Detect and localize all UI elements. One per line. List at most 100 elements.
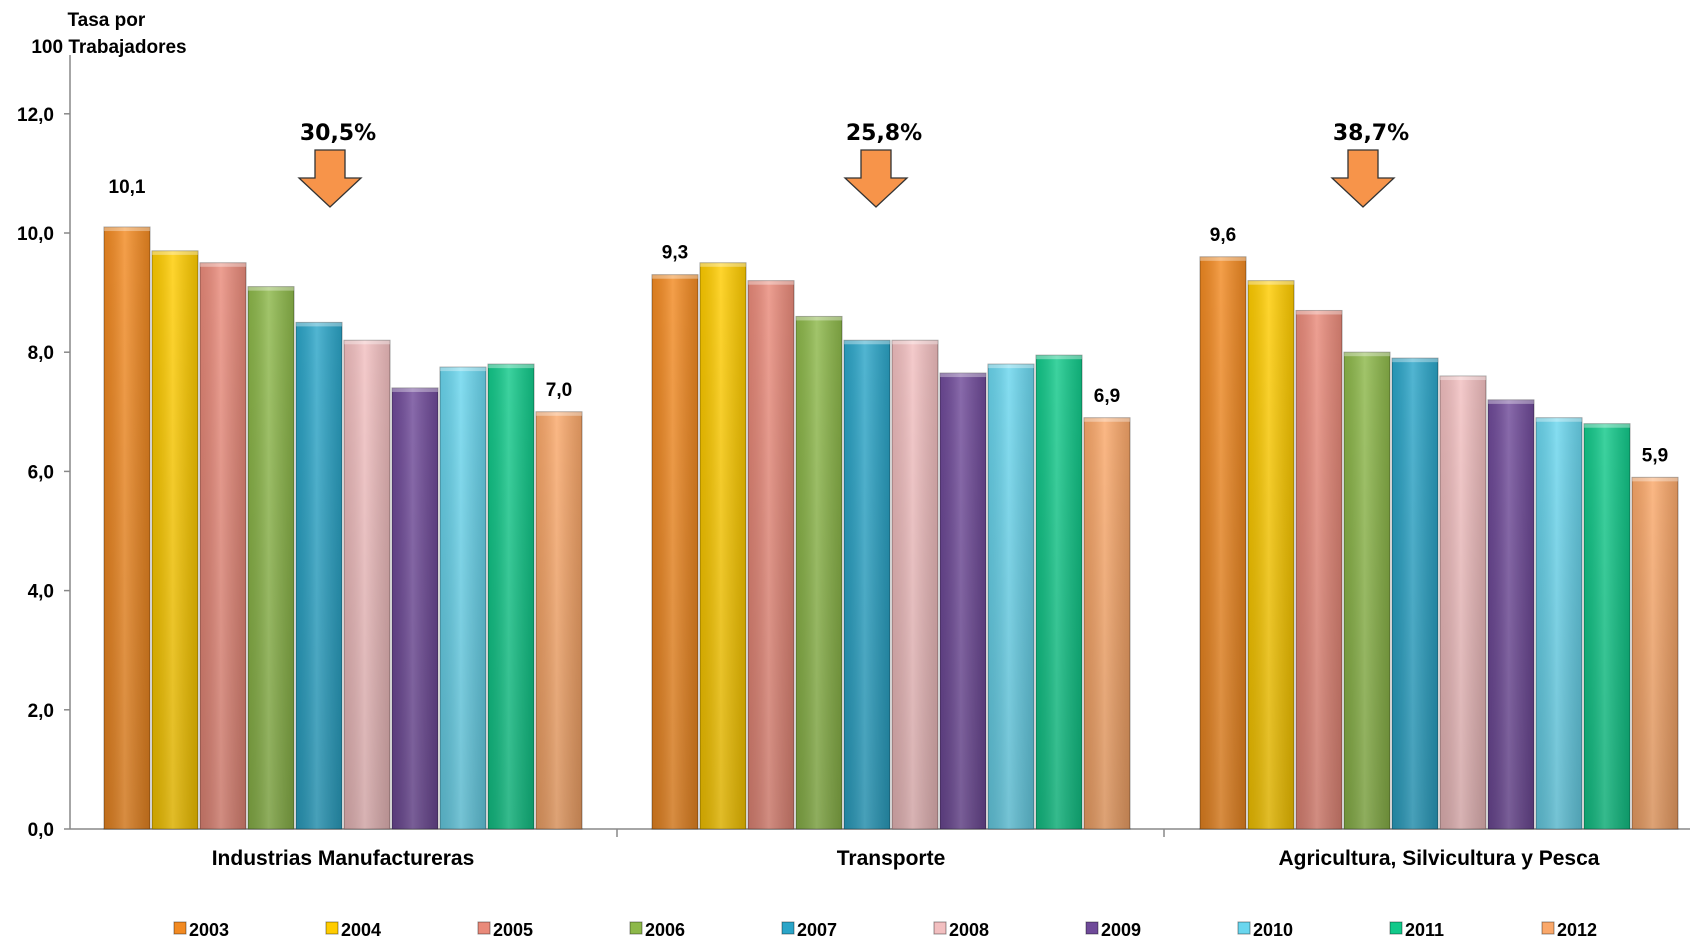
- bar-2009: [1487, 399, 1535, 830]
- bar-fade: [536, 411, 582, 829]
- bar-top-highlight: [1344, 352, 1390, 357]
- bar-fade: [1584, 423, 1630, 829]
- y-axis-title: Tasa por 100 Trabajadores: [31, 10, 186, 58]
- bar-2005: [747, 280, 795, 830]
- bar-fade: [700, 262, 746, 829]
- legend-item-2006: 2006: [629, 920, 685, 940]
- bar-2012: [535, 411, 583, 830]
- legend-swatch: [477, 921, 491, 935]
- data-label: 10,1: [109, 177, 146, 198]
- bar-2010: [439, 366, 487, 830]
- bar-2007: [295, 321, 343, 830]
- bar-2010: [1535, 417, 1583, 830]
- legend-item-2003: 2003: [173, 920, 229, 940]
- bar-top-highlight: [488, 364, 534, 369]
- bar-top-highlight: [1200, 256, 1246, 261]
- bar-top-highlight: [248, 286, 294, 291]
- bar-2006: [795, 315, 843, 830]
- legend-item-2004: 2004: [325, 920, 381, 940]
- bar-2008: [891, 339, 939, 830]
- bar-2006: [1343, 351, 1391, 830]
- data-labels: 10,1 7,0 9,3 6,9 9,6 5,9: [109, 177, 1669, 466]
- bar-top-highlight: [536, 411, 582, 416]
- bar-top-highlight: [844, 340, 890, 345]
- bar-fade: [796, 316, 842, 829]
- bar-top-highlight: [440, 367, 486, 372]
- data-label: 6,9: [1094, 386, 1120, 407]
- y-tick-label: 0,0: [28, 820, 54, 841]
- y-tick-label: 12,0: [17, 105, 54, 126]
- bar-fade: [1440, 376, 1486, 829]
- bar-fade: [988, 364, 1034, 829]
- legend-swatch: [933, 921, 947, 935]
- bar-2010: [987, 363, 1035, 830]
- x-category-label: Transporte: [837, 847, 946, 870]
- bar-2008: [343, 339, 391, 830]
- bar-fade: [892, 340, 938, 829]
- bar-fade: [200, 262, 246, 829]
- bar-top-highlight: [296, 322, 342, 327]
- bar-fade: [1248, 280, 1294, 829]
- bar-fade: [652, 274, 698, 830]
- legend-label: 2007: [797, 920, 837, 940]
- bar-top-highlight: [1084, 417, 1130, 422]
- bar-fade: [248, 286, 294, 829]
- legend-label: 2003: [189, 920, 229, 940]
- annotations: 30,5% 25,8% 38,7%: [297, 121, 1409, 208]
- decline-annotation: 38,7%: [1330, 121, 1409, 208]
- bar-fade: [392, 387, 438, 829]
- y-tick-label: 10,0: [17, 224, 54, 245]
- bar-top-highlight: [652, 274, 698, 279]
- bar-top-highlight: [1584, 423, 1630, 428]
- legend-label: 2010: [1253, 920, 1293, 940]
- bar-top-highlight: [988, 364, 1034, 369]
- x-category-label: Industrias Manufactureras: [212, 847, 475, 870]
- data-label: 9,6: [1210, 225, 1236, 246]
- bar-top-highlight: [1248, 280, 1294, 285]
- bar-fade: [152, 250, 198, 829]
- bar-fade: [1632, 477, 1678, 829]
- bar-2007: [1391, 357, 1439, 830]
- bar-2003: [1199, 256, 1247, 830]
- bar-top-highlight: [152, 250, 198, 255]
- legend-swatch: [1237, 921, 1251, 935]
- bar-2009: [391, 387, 439, 830]
- bar-top-highlight: [1632, 477, 1678, 482]
- bar-2008: [1439, 375, 1487, 830]
- y-tick-label: 8,0: [28, 343, 54, 364]
- legend-label: 2011: [1405, 920, 1444, 940]
- data-label: 7,0: [546, 380, 572, 401]
- bar-2011: [1583, 423, 1631, 830]
- decline-annotation: 30,5%: [297, 121, 376, 208]
- bar-fade: [1488, 399, 1534, 829]
- y-tick-label: 6,0: [28, 462, 54, 483]
- down-arrow-icon: [297, 149, 363, 208]
- bar-top-highlight: [200, 262, 246, 267]
- x-axis-ticks: Industrias Manufactureras Transporte Agric…: [212, 829, 1600, 870]
- bar-top-highlight: [392, 387, 438, 392]
- bar-fade: [1344, 352, 1390, 829]
- bar-2006: [247, 286, 295, 830]
- legend: 2003 2004 2005 2006 2007 2008 2009 2010 2011 2012: [173, 920, 1597, 940]
- x-category-label: Agricultura, Silvicultura y Pesca: [1279, 847, 1600, 870]
- bar-fade: [1200, 256, 1246, 830]
- bar-2009: [939, 372, 987, 830]
- decline-annotation: 25,8%: [843, 121, 922, 208]
- legend-item-2009: 2009: [1085, 920, 1141, 940]
- bar-fade: [1392, 358, 1438, 829]
- legend-item-2012: 2012: [1541, 920, 1597, 940]
- decline-percent-label: 38,7%: [1333, 121, 1409, 146]
- bar-top-highlight: [796, 316, 842, 321]
- legend-swatch: [1389, 921, 1403, 935]
- bar-2004: [1247, 280, 1295, 830]
- bar-fade: [1296, 310, 1342, 830]
- bar-fade: [296, 322, 342, 829]
- bar-top-highlight: [1296, 310, 1342, 315]
- legend-swatch: [629, 921, 643, 935]
- legend-item-2007: 2007: [781, 920, 837, 940]
- legend-swatch: [325, 921, 339, 935]
- bar-2011: [487, 363, 535, 830]
- bar-top-highlight: [940, 373, 986, 378]
- legend-item-2008: 2008: [933, 920, 989, 940]
- bar-top-highlight: [104, 227, 150, 232]
